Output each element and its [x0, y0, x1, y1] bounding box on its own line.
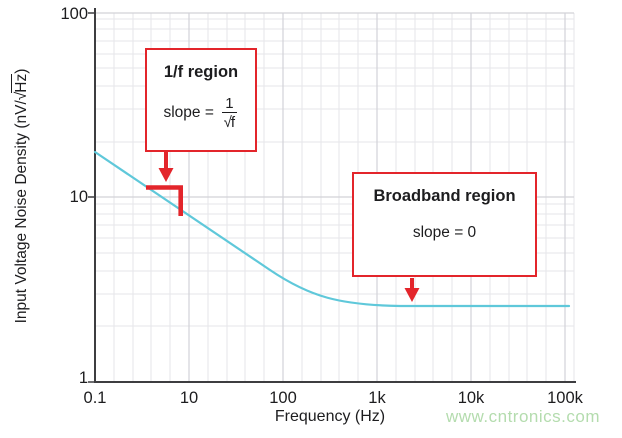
fraction-denominator: √f	[221, 112, 238, 131]
sqrt-arg: Hz	[11, 73, 30, 93]
y-axis-title: Input Voltage Noise Density (nV/√Hz)	[11, 5, 33, 387]
broadband-region-callout: Broadband region slope = 0	[352, 172, 537, 277]
flicker-region-slope: slope = 1 √f	[147, 95, 255, 131]
flicker-region-callout: 1/f region slope = 1 √f	[145, 48, 257, 152]
noise-curve	[93, 150, 571, 308]
x-axis-title: Frequency (Hz)	[274, 408, 386, 425]
x-tick-100: 100	[269, 389, 297, 407]
watermark: www.cntronics.com	[446, 407, 600, 426]
fraction-numerator: 1	[225, 95, 234, 112]
flicker-region-arrow	[158, 152, 174, 182]
flicker-region-title: 1/f region	[163, 63, 239, 81]
y-axis-ticks	[88, 12, 95, 383]
x-tick-1k: 1k	[368, 389, 386, 407]
x-tick-10: 10	[179, 389, 199, 407]
y-title-suffix: )	[13, 68, 30, 74]
y-tick-10: 10	[69, 188, 88, 206]
sqrt-sign: √	[13, 91, 30, 101]
x-tick-100k: 100k	[547, 389, 583, 407]
y-tick-100: 100	[60, 5, 88, 23]
broadband-region-title: Broadband region	[373, 187, 516, 205]
slope-prefix: slope =	[163, 104, 219, 122]
broadband-region-arrow	[404, 278, 420, 302]
x-tick-10k: 10k	[457, 389, 485, 407]
y-tick-1: 1	[78, 369, 88, 387]
slope-fraction: 1 √f	[220, 95, 238, 131]
broadband-region-slope: slope = 0	[412, 224, 477, 241]
y-title-prefix: Input Voltage Noise Density (nV/	[13, 100, 30, 324]
x-tick-0p1: 0.1	[83, 389, 107, 407]
sqrt-sign: √	[223, 114, 232, 131]
sqrt-arg: f	[230, 112, 236, 131]
slope-indicator	[146, 185, 183, 216]
